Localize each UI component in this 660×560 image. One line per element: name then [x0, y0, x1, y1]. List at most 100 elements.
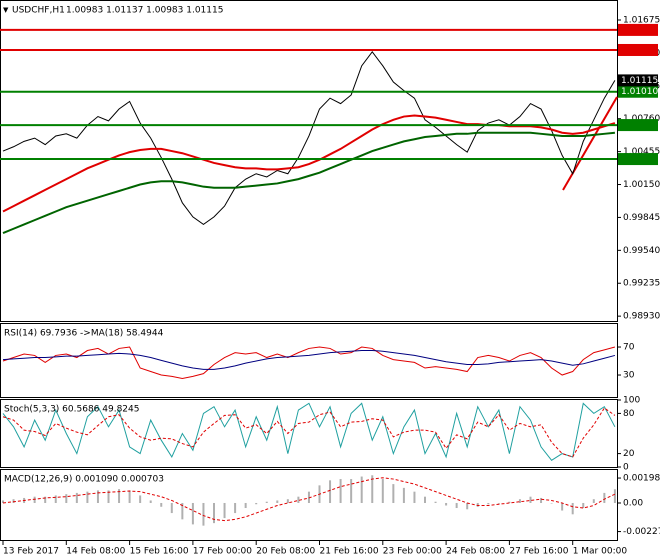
y-tick-label: 0.99540 — [623, 246, 660, 256]
marks — [0, 19, 621, 545]
histogram-bar — [392, 484, 395, 503]
histogram-bar — [307, 491, 310, 503]
y-tick-label: -0.00227 — [623, 527, 660, 537]
x-tick-label: 23 Feb 00:00 — [383, 547, 442, 557]
histogram-bar — [529, 496, 532, 503]
panel-title: USDCHF,H1 — [12, 6, 65, 16]
histogram-bar — [255, 502, 258, 505]
histogram-bar — [276, 500, 279, 503]
series-line — [2, 114, 616, 213]
histogram-bar — [339, 479, 342, 503]
histogram-bar — [12, 499, 15, 503]
histogram-bar — [118, 489, 121, 503]
histogram-bar — [244, 502, 247, 509]
histogram-bar — [149, 500, 152, 503]
histogram-bar — [170, 502, 173, 514]
histogram-bar — [33, 496, 36, 503]
x-tick-label: 20 Feb 08:00 — [256, 547, 315, 557]
y-tick-label: 1.01675 — [623, 15, 660, 25]
y-tick-label: 20 — [623, 449, 635, 459]
histogram-bar — [223, 502, 226, 519]
series-line — [2, 477, 616, 522]
y-tick-label: 1.00150 — [623, 180, 660, 190]
histogram-bar — [65, 494, 68, 503]
level-label-box — [618, 119, 658, 132]
stoch-panel — [0, 399, 618, 468]
y-tick-label: 0.99235 — [623, 279, 660, 289]
histogram-bar — [360, 476, 363, 503]
histogram-bar — [476, 502, 479, 507]
histogram-bar — [107, 490, 110, 503]
histogram-bar — [381, 479, 384, 503]
histogram-bar — [160, 502, 163, 507]
x-tick-label: 17 Feb 00:00 — [193, 547, 252, 557]
series-line — [2, 346, 616, 380]
trend-line — [562, 96, 618, 191]
level-label-box — [618, 153, 658, 166]
series-line — [2, 407, 616, 458]
histogram-bar — [54, 495, 57, 503]
menu-arrow: ▼ — [3, 6, 9, 14]
panel-subtitle: 1.00983 1.01137 1.00983 1.01115 — [66, 6, 223, 16]
histogram-bar — [582, 502, 585, 509]
panel-title: RSI(14) 69.7936 ->MA(18) 58.4944 — [4, 329, 164, 339]
x-tick-label: 27 Feb 16:00 — [509, 547, 568, 557]
histogram-bar — [424, 496, 426, 503]
histogram-bar — [613, 489, 616, 503]
x-tick-label: 1 Mar 00:00 — [573, 547, 628, 557]
y-tick-label: 0 — [623, 463, 629, 473]
x-tick-label: 15 Feb 16:00 — [130, 547, 189, 557]
labels: USDCHF,H1 1.00983 1.01137 1.00983 1.01115… — [3, 6, 660, 557]
level-label: 1.01010 — [621, 87, 658, 97]
histogram-bar — [466, 502, 469, 510]
histogram-bar — [213, 502, 215, 524]
main-panel — [0, 0, 618, 322]
histogram-bar — [518, 499, 521, 503]
current-price-box — [618, 74, 658, 87]
histogram-bar — [540, 497, 543, 503]
x-tick-label: 14 Feb 08:00 — [66, 547, 125, 557]
histogram-bar — [265, 501, 268, 503]
histogram-bar — [592, 499, 595, 503]
series-line — [2, 350, 616, 370]
histogram-bar — [181, 502, 184, 520]
histogram-bar — [550, 502, 553, 504]
histogram-bar — [329, 480, 332, 503]
y-tick-label: 30 — [623, 371, 635, 381]
histogram-bar — [297, 496, 300, 503]
histogram-bar — [350, 479, 353, 503]
histogram-bar — [455, 502, 458, 509]
histogram-bar — [445, 502, 448, 506]
histogram-bar — [487, 502, 490, 505]
y-tick-label: 1.00455 — [623, 147, 660, 157]
y-tick-label: 0.00 — [623, 498, 643, 508]
series-line — [2, 131, 616, 234]
histogram-bar — [561, 502, 564, 511]
x-tick-label: 13 Feb 2017 — [3, 547, 59, 557]
y-tick-label: 0.98930 — [623, 312, 660, 322]
histogram-bar — [234, 502, 237, 514]
panel-title: MACD(12,26,9) 0.001090 0.000703 — [4, 475, 164, 485]
histogram-bar — [128, 490, 131, 503]
rsi-panel — [0, 323, 618, 398]
x-tick-label: 21 Feb 16:00 — [320, 547, 379, 557]
y-tick-label: 0.001981 — [623, 474, 660, 484]
histogram-bar — [402, 487, 405, 503]
level-label-box — [618, 23, 658, 36]
current-price-label: 1.01115 — [621, 76, 658, 86]
x-tick-label: 24 Feb 08:00 — [446, 547, 505, 557]
histogram-bar — [371, 475, 374, 503]
level-label-box — [618, 85, 658, 98]
histogram-bar — [75, 492, 78, 503]
y-tick-label: 80 — [623, 409, 635, 419]
histogram-bar — [603, 492, 606, 503]
y-tick-label: 100 — [623, 396, 640, 406]
histogram-bar — [413, 491, 416, 503]
y-tick-label: 0.99845 — [623, 213, 660, 223]
panel-title: Stoch(5,3,3) 60.5686 49.8245 — [4, 405, 139, 415]
histogram-bar — [191, 502, 194, 525]
histogram-bar — [96, 490, 99, 503]
histogram-bar — [202, 502, 205, 526]
